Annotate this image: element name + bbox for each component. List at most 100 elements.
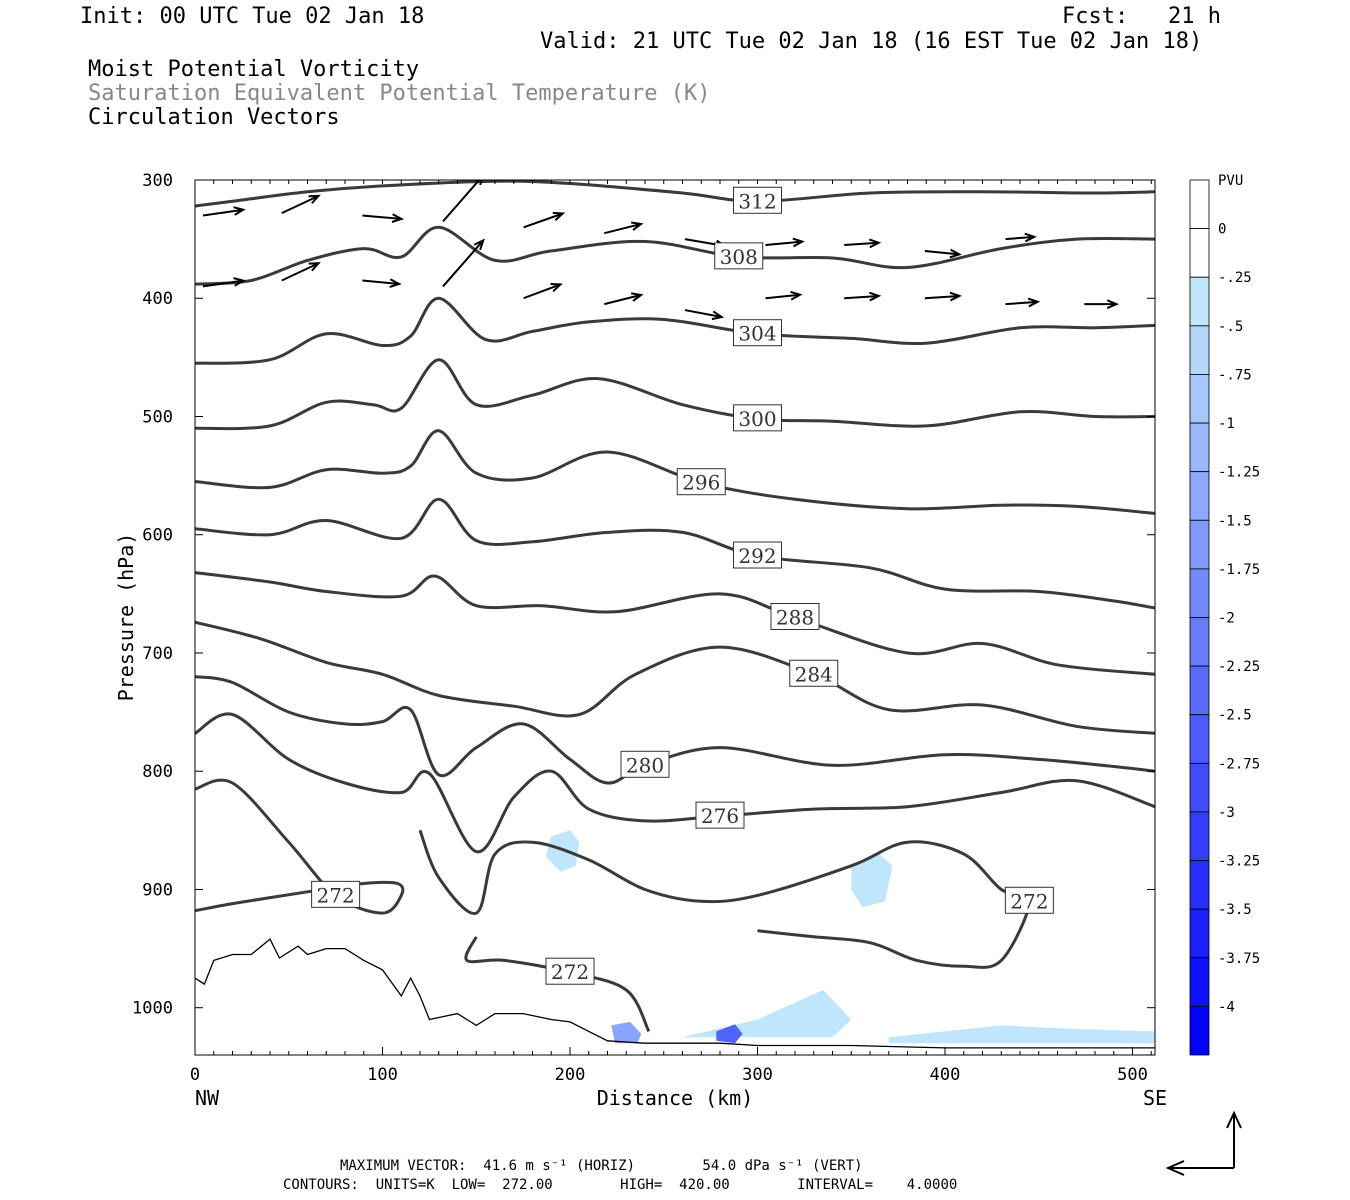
x-tick-label: 500 [1117,1065,1148,1085]
wind-vector [362,213,405,223]
pv-shading [545,830,1155,1044]
colorbar-label: -.5 [1218,319,1243,335]
pv-region [682,990,852,1038]
contour-label: 284 [795,662,833,686]
colorbar-cell [1189,374,1210,424]
wind-vector [604,221,644,235]
x-tick-label: 0 [190,1065,200,1085]
contour-label: 304 [738,322,776,346]
pv-region [888,1025,1155,1044]
wind-vector [1084,299,1120,309]
colorbar-label: -2.75 [1218,756,1260,772]
colorbar-cell [1189,617,1210,667]
contour-label: 272 [1010,889,1048,913]
wind-vector [844,291,882,302]
y-tick-label: 500 [142,407,173,427]
pv-colorbar: PVU 0 -.25 -.5 -.75 -1 -1.25 -1.5 -1.75 -2 -2.25 -2… [1189,173,1260,1056]
terrain-line [195,938,1155,1049]
contour-line [195,180,1155,208]
colorbar-label: -1.5 [1218,513,1252,529]
contour-label-box [733,541,782,569]
pv-region [611,1021,642,1044]
wind-vector [281,262,321,282]
contour-label-box [714,242,764,270]
wind-vector [523,211,566,229]
wind-vector [523,283,563,300]
axes: 0 100 200 300 400 500 300 400 500 600 700 800 900 100… [114,171,1167,1110]
colorbar-label: -3 [1218,805,1235,821]
wind-vector [281,194,321,215]
x-tick-label: 400 [930,1065,961,1085]
x-tick-label: 300 [742,1065,773,1085]
colorbar-cell [1189,762,1210,813]
contour-label-box [695,801,745,829]
y-tick-label: 400 [142,289,173,309]
contour-label-box [733,186,782,214]
colorbar-cell [1189,519,1210,570]
y-tick-label: 900 [142,880,173,900]
wind-vector [202,206,246,217]
contour-line [195,712,1155,854]
contour-label: 308 [720,245,758,269]
contour-line [195,358,1155,431]
colorbar-cell [1189,179,1210,230]
contour-line [195,778,405,915]
y-tick-label: 1000 [132,999,173,1019]
colorbar-label: -2 [1218,611,1235,627]
contour-label: 300 [738,407,776,431]
contour-line [195,675,1155,785]
contour-label-box [789,659,839,687]
wind-vector [924,248,962,259]
contour-label-box [770,603,820,630]
contour-label: 276 [701,804,739,828]
wind-vector [924,291,962,302]
wind-vector [362,278,402,288]
colorbar-cell [1189,714,1210,764]
plot-frame [194,179,1156,1056]
reference-vector-icon [1165,1110,1242,1176]
contour-line [195,296,1155,365]
contour-label-box [676,468,726,496]
colorbar-label: -1.75 [1218,562,1260,578]
colorbar-cell [1189,471,1210,521]
contour-label: 272 [551,960,589,984]
y-axis-title: Pressure (hPa) [114,533,138,702]
wind-vector [1005,232,1037,243]
contour-label-box [311,880,361,908]
x-tick-label: 200 [555,1065,586,1085]
colorbar-label: -3.5 [1218,902,1252,918]
colorbar-label: -.75 [1218,367,1252,383]
contour-label-box [733,319,782,347]
colorbar-cell [1189,276,1210,327]
contour-label-box [545,957,595,985]
colorbar-cell [1189,1005,1210,1056]
contour-label: 280 [626,753,664,777]
contour-label: 292 [738,544,776,568]
wind-vector [844,238,882,249]
colorbar-cell [1189,568,1210,618]
wind-vector [604,292,644,306]
contour-label-box [620,750,670,778]
x-tick-label: 100 [367,1065,398,1085]
colorbar-label: -2.5 [1218,708,1252,724]
colorbar-label: -2.25 [1218,659,1260,675]
colorbar-label: -4 [1218,999,1235,1015]
pv-region [716,1024,743,1044]
contour-line [195,620,1155,735]
contour-labels: 312 308 304 300 296 292 288 284 280 276 272 272 272 [311,186,1054,985]
x-axis-title: Distance (km) [597,1086,754,1110]
pv-region [851,854,893,908]
colorbar-cell [1189,860,1210,910]
wind-vector [1005,297,1041,308]
wind-vector [684,309,725,321]
theta-es-contours [195,180,1155,1033]
title-theta-es: Saturation Equivalent Potential Temperat… [88,81,711,106]
max-vector-note: MAXIMUM VECTOR: 41.6 m s⁻¹ (HORIZ) 54.0 … [340,1158,863,1174]
colorbar-label: -1 [1218,416,1235,432]
colorbar-cell [1189,422,1210,473]
colorbar-cell [1189,665,1210,716]
wind-vector [765,237,805,248]
colorbar-title: PVU [1218,173,1243,189]
contour-line [195,571,1155,676]
contour-label-box [733,404,782,432]
